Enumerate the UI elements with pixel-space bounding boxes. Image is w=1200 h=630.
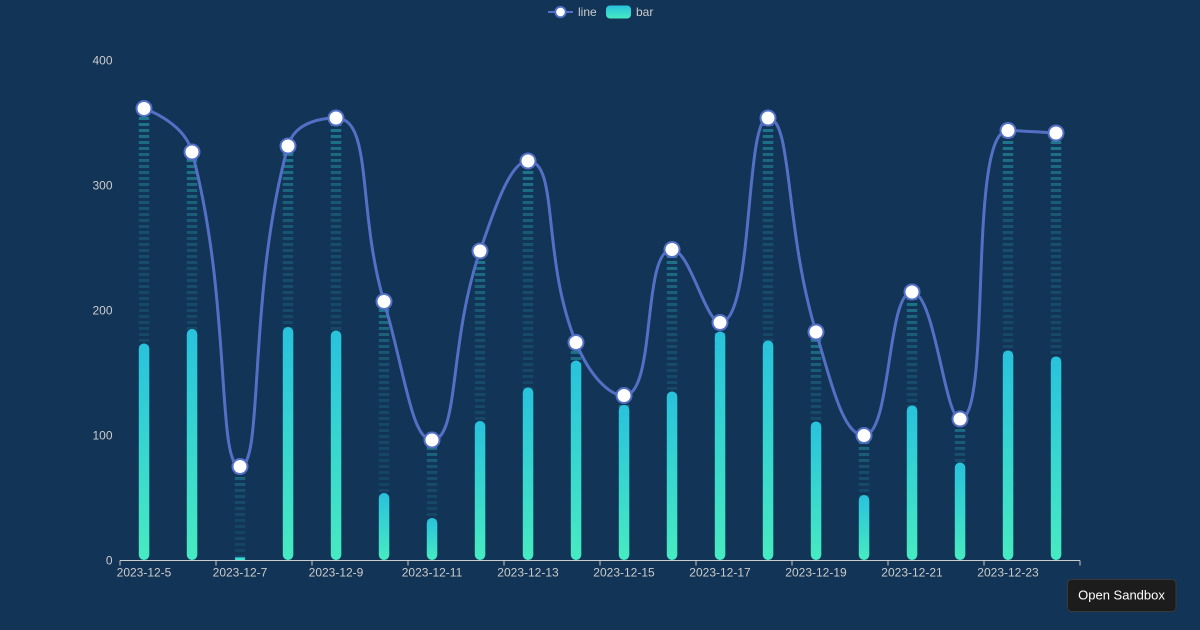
svg-text:2023-12-19: 2023-12-19 <box>785 566 847 580</box>
svg-text:2023-12-17: 2023-12-17 <box>689 566 751 580</box>
svg-text:300: 300 <box>92 179 112 193</box>
svg-text:2023-12-21: 2023-12-21 <box>881 566 943 580</box>
svg-text:200: 200 <box>92 304 112 318</box>
svg-text:100: 100 <box>92 429 112 443</box>
svg-text:line: line <box>578 5 597 19</box>
svg-text:2023-12-23: 2023-12-23 <box>977 566 1039 580</box>
svg-text:2023-12-5: 2023-12-5 <box>117 566 172 580</box>
svg-text:2023-12-11: 2023-12-11 <box>402 566 463 580</box>
svg-text:2023-12-13: 2023-12-13 <box>497 566 559 580</box>
svg-text:400: 400 <box>92 54 112 68</box>
svg-text:0: 0 <box>106 554 113 568</box>
svg-text:2023-12-7: 2023-12-7 <box>213 566 268 580</box>
svg-text:2023-12-9: 2023-12-9 <box>309 566 364 580</box>
svg-text:bar: bar <box>636 5 653 19</box>
svg-text:2023-12-15: 2023-12-15 <box>593 566 655 580</box>
svg-text:Open Sandbox: Open Sandbox <box>1078 588 1165 603</box>
